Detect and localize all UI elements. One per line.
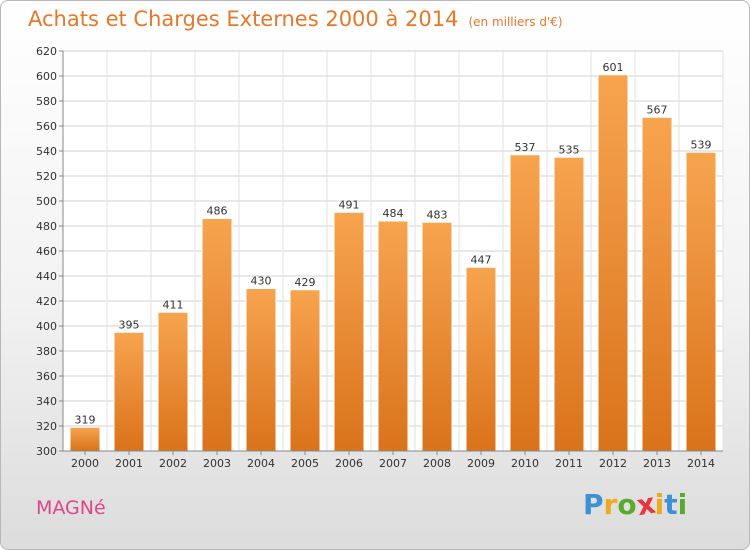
- x-tick-label-2008: 2008: [423, 457, 451, 470]
- bar-2005: [289, 289, 321, 452]
- y-tick-label: 380: [36, 345, 57, 358]
- data-label-2012: 601: [603, 61, 624, 74]
- bar-2002: [157, 311, 189, 452]
- chart-title-text: Achats et Charges Externes 2000 à 2014: [28, 7, 459, 31]
- x-tick-label-2011: 2011: [555, 457, 583, 470]
- logo-letter: r: [603, 488, 618, 521]
- chart-title: Achats et Charges Externes 2000 à 2014 (e…: [28, 7, 563, 31]
- labels-layer: 319 395 411 486 430 429 491 484 483 447 537 535 601 5…: [75, 61, 712, 427]
- bar-2014: [685, 151, 717, 452]
- logo-letter: P: [583, 488, 604, 521]
- x-tick-label-2003: 2003: [203, 457, 231, 470]
- y-tick-label: 620: [36, 45, 57, 58]
- bar-2007: [377, 220, 409, 452]
- data-label-2000: 319: [75, 413, 96, 426]
- x-tick-label-2014: 2014: [687, 457, 715, 470]
- data-label-2011: 535: [559, 143, 580, 156]
- y-tick-label: 320: [36, 420, 57, 433]
- bar-2001: [113, 331, 145, 452]
- bar-2010: [509, 154, 541, 452]
- x-tick-label-2000: 2000: [71, 457, 99, 470]
- x-tick-label-2012: 2012: [599, 457, 627, 470]
- x-tick-label-2007: 2007: [379, 457, 407, 470]
- proxiti-logo: Proxiti: [583, 487, 688, 523]
- bar-2003: [201, 218, 233, 452]
- location-label: MAGNé: [36, 497, 106, 519]
- logo-letter: t: [664, 488, 678, 521]
- data-label-2004: 430: [251, 275, 272, 288]
- x-tick-label-2005: 2005: [291, 457, 319, 470]
- logo-letter: o: [617, 488, 637, 521]
- y-tick-label: 340: [36, 395, 57, 408]
- y-tick-label: 300: [36, 445, 57, 458]
- bar-2008: [421, 221, 453, 452]
- data-label-2010: 537: [515, 141, 536, 154]
- data-label-2006: 491: [339, 198, 360, 211]
- x-tick-label-2010: 2010: [511, 457, 539, 470]
- data-label-2013: 567: [647, 103, 668, 116]
- y-tick-label: 520: [36, 170, 57, 183]
- bar-2004: [245, 288, 277, 452]
- bar-2013: [641, 116, 673, 452]
- x-tick-label-2002: 2002: [159, 457, 187, 470]
- axis-layer: 300 320 340 360 380 400 420 440 460 480 500 520 540 5…: [36, 45, 723, 470]
- y-tick-label: 560: [36, 120, 57, 133]
- bar-2012: [597, 74, 629, 452]
- y-tick-label: 420: [36, 295, 57, 308]
- x-tick-label-2004: 2004: [247, 457, 275, 470]
- y-tick-label: 580: [36, 95, 57, 108]
- bar-2000: [69, 426, 101, 452]
- logo-letter: i: [654, 488, 665, 521]
- y-tick-label: 480: [36, 220, 57, 233]
- x-tick-label-2006: 2006: [335, 457, 363, 470]
- y-tick-label: 440: [36, 270, 57, 283]
- data-label-2005: 429: [295, 276, 316, 289]
- chart-subtitle: (en milliers d'€): [468, 15, 563, 29]
- data-label-2014: 539: [691, 138, 712, 151]
- y-tick-label: 460: [36, 245, 57, 258]
- x-tick-label-2013: 2013: [643, 457, 671, 470]
- y-tick-label: 540: [36, 145, 57, 158]
- y-tick-label: 360: [36, 370, 57, 383]
- y-tick-label: 400: [36, 320, 57, 333]
- data-label-2003: 486: [207, 205, 228, 218]
- x-tick-label-2009: 2009: [467, 457, 495, 470]
- data-label-2008: 483: [427, 208, 448, 221]
- y-tick-label: 500: [36, 195, 57, 208]
- bars-layer: [69, 74, 717, 452]
- x-tick-label-2001: 2001: [115, 457, 143, 470]
- bar-2011: [553, 156, 585, 452]
- y-tick-label: 600: [36, 70, 57, 83]
- data-label-2001: 395: [119, 318, 140, 331]
- bar-2006: [333, 211, 365, 452]
- bar-2009: [465, 266, 497, 452]
- data-label-2002: 411: [163, 298, 184, 311]
- data-label-2009: 447: [471, 253, 492, 266]
- logo-letter: i: [677, 488, 688, 521]
- data-label-2007: 484: [383, 207, 404, 220]
